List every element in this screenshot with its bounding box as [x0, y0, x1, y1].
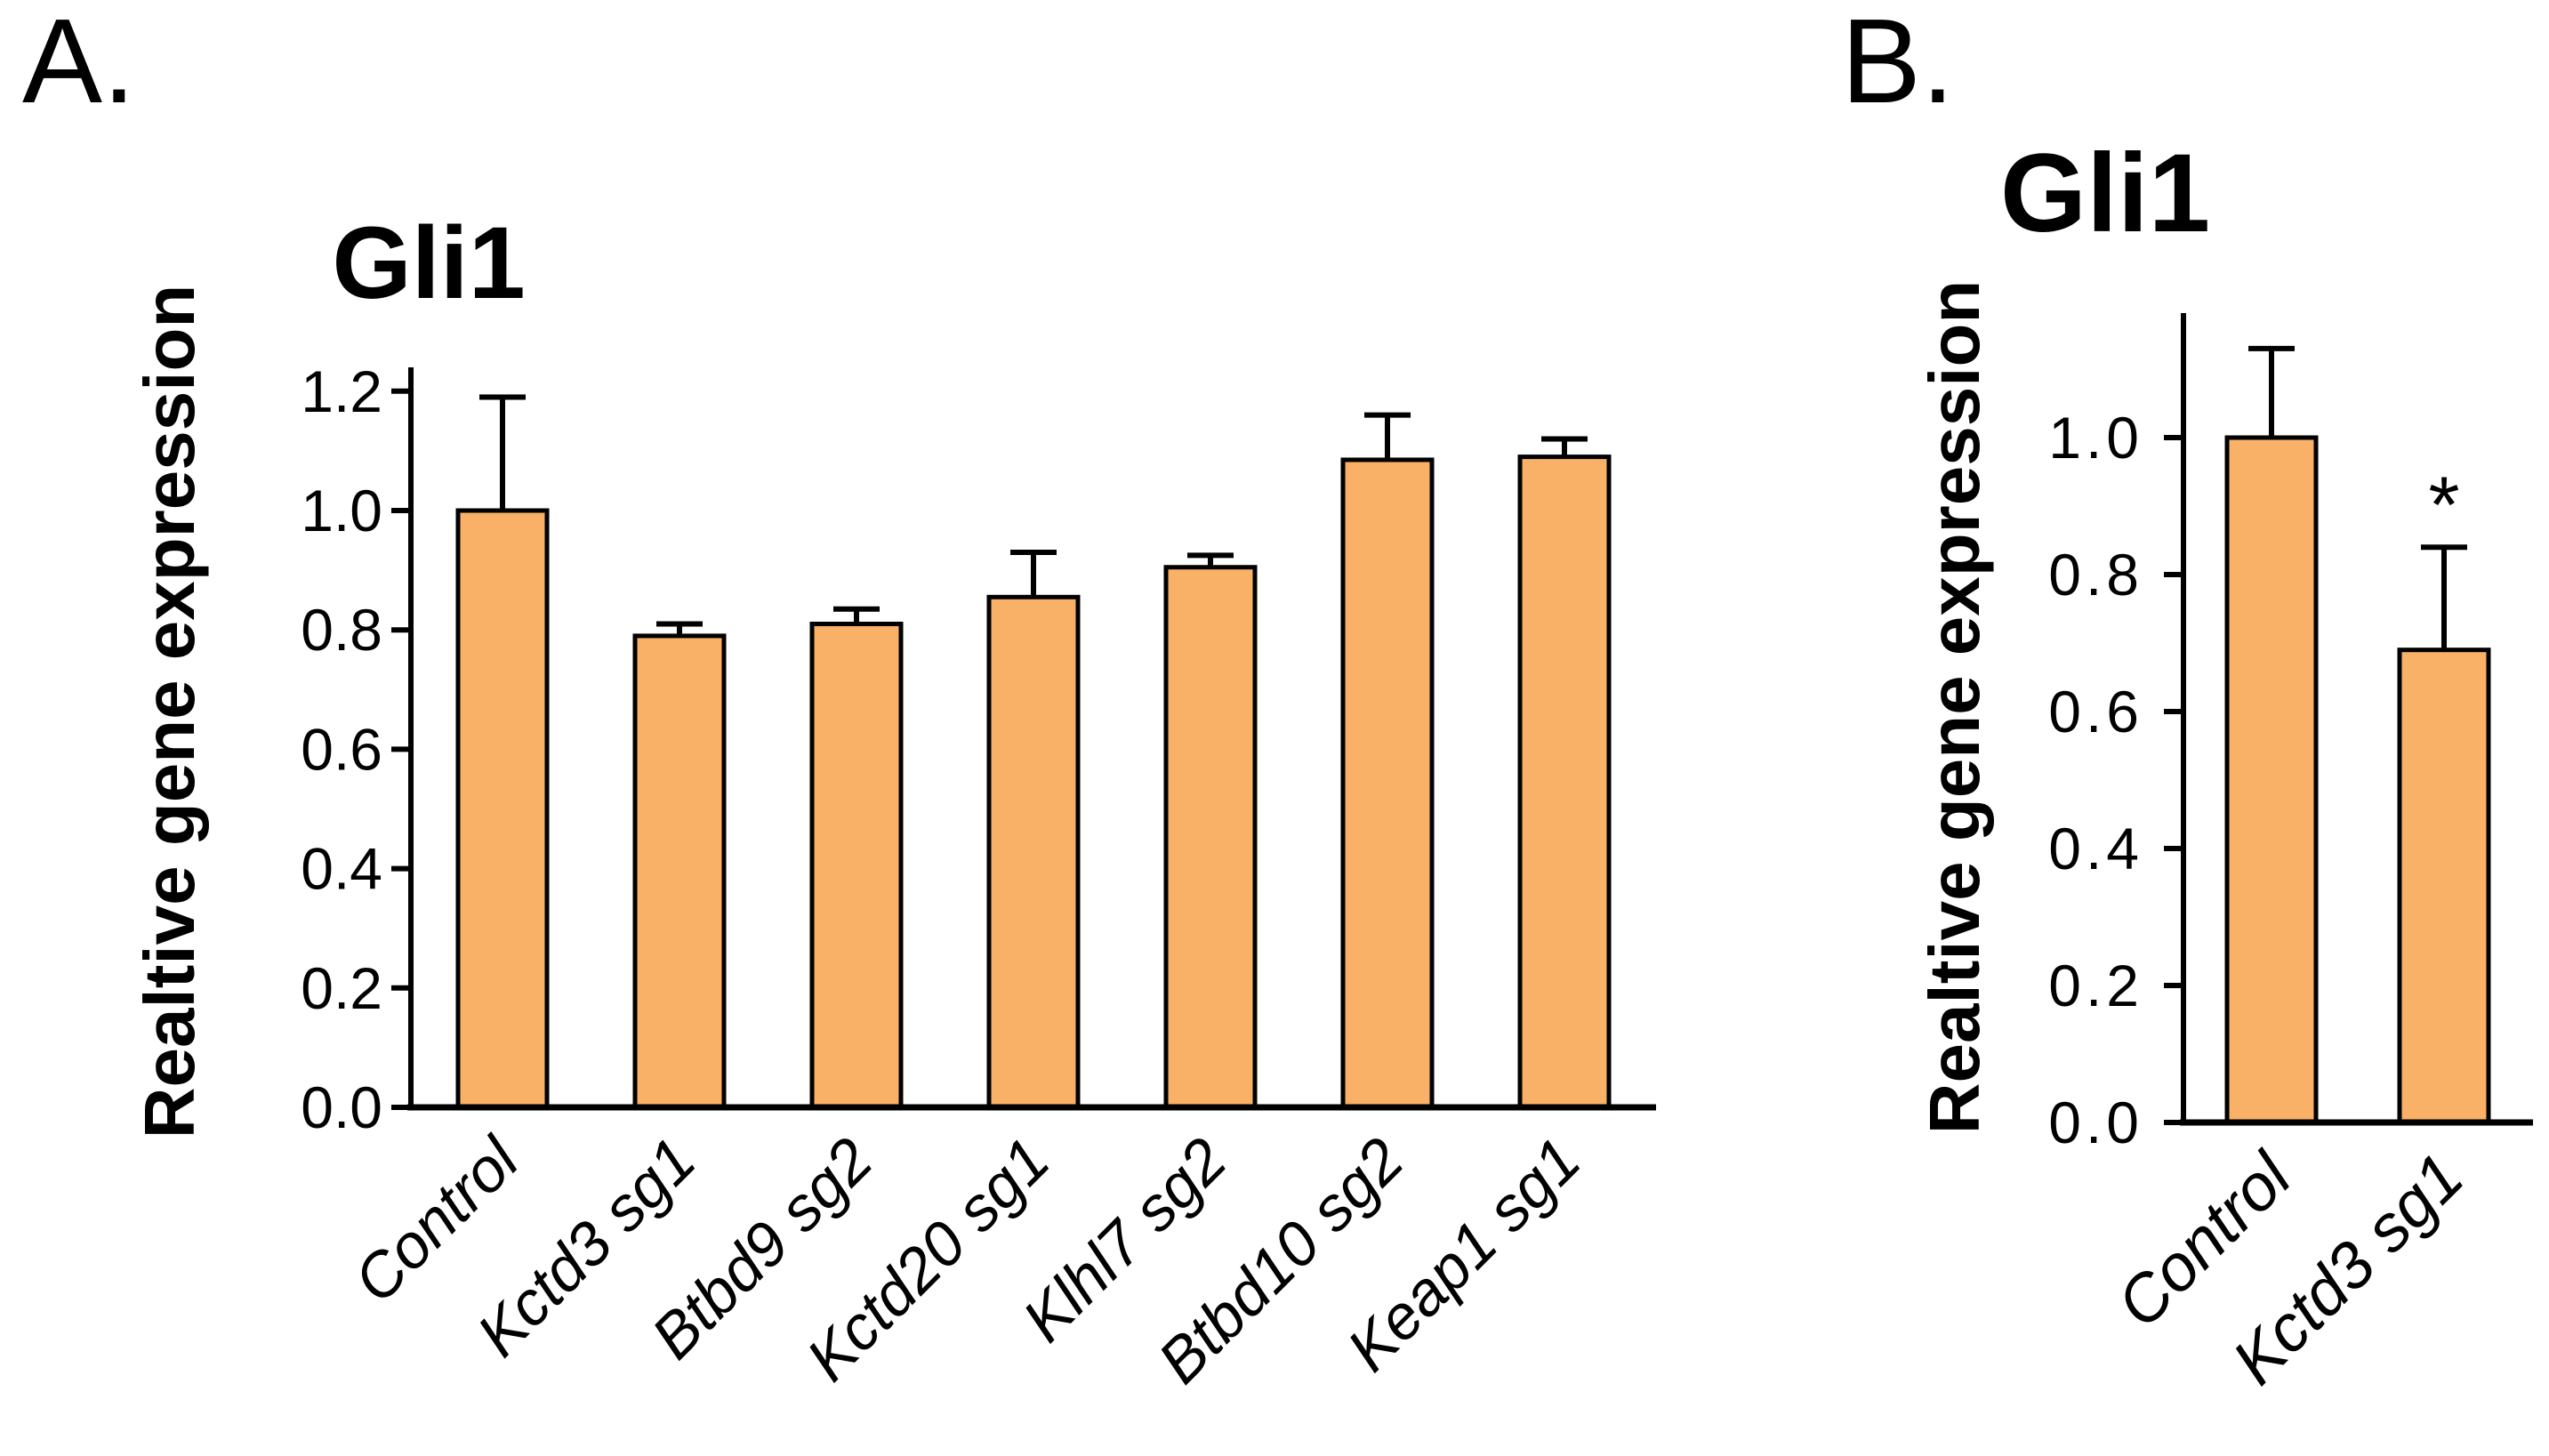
panel-label: A.: [22, 0, 136, 128]
y-tick-label: 1.2: [301, 358, 382, 424]
bar-control: [455, 508, 550, 1110]
chart-title: Gli1: [2000, 132, 2210, 255]
significance-asterisk: *: [2428, 462, 2459, 551]
y-axis-label: Realtive gene expression: [130, 285, 209, 1138]
y-tick-label: 0.2: [2048, 953, 2143, 1018]
y-tick-label: 0.0: [2048, 1090, 2143, 1155]
bar-kctd3-sg1: [632, 633, 727, 1110]
y-tick-label: 0.0: [301, 1074, 382, 1140]
y-tick-label: 0.8: [2048, 542, 2143, 607]
bar-klhl7-sg2: [1163, 565, 1258, 1110]
y-tick-label: 0.6: [301, 716, 382, 782]
y-tick-label: 1.0: [2048, 405, 2143, 471]
bar-kctd20-sg1: [986, 594, 1081, 1110]
y-axis-label: Realtive gene expression: [1915, 280, 1994, 1134]
bar-btbd9-sg2: [809, 621, 904, 1110]
bar-keap1-sg1: [1517, 454, 1612, 1110]
y-tick-label: 0.6: [2048, 679, 2143, 744]
chart-title: Gli1: [332, 206, 525, 320]
bar-kctd3-sg1: [2397, 648, 2491, 1125]
bar-control: [2224, 435, 2319, 1125]
panel-label: B.: [1841, 0, 1955, 128]
bar-btbd10-sg2: [1340, 457, 1435, 1110]
y-tick-label: 0.4: [2048, 816, 2143, 881]
y-tick-label: 1.0: [301, 478, 382, 543]
y-tick-label: 0.8: [301, 597, 382, 663]
y-tick-label: 0.2: [301, 955, 382, 1021]
y-tick-label: 0.4: [301, 836, 382, 902]
